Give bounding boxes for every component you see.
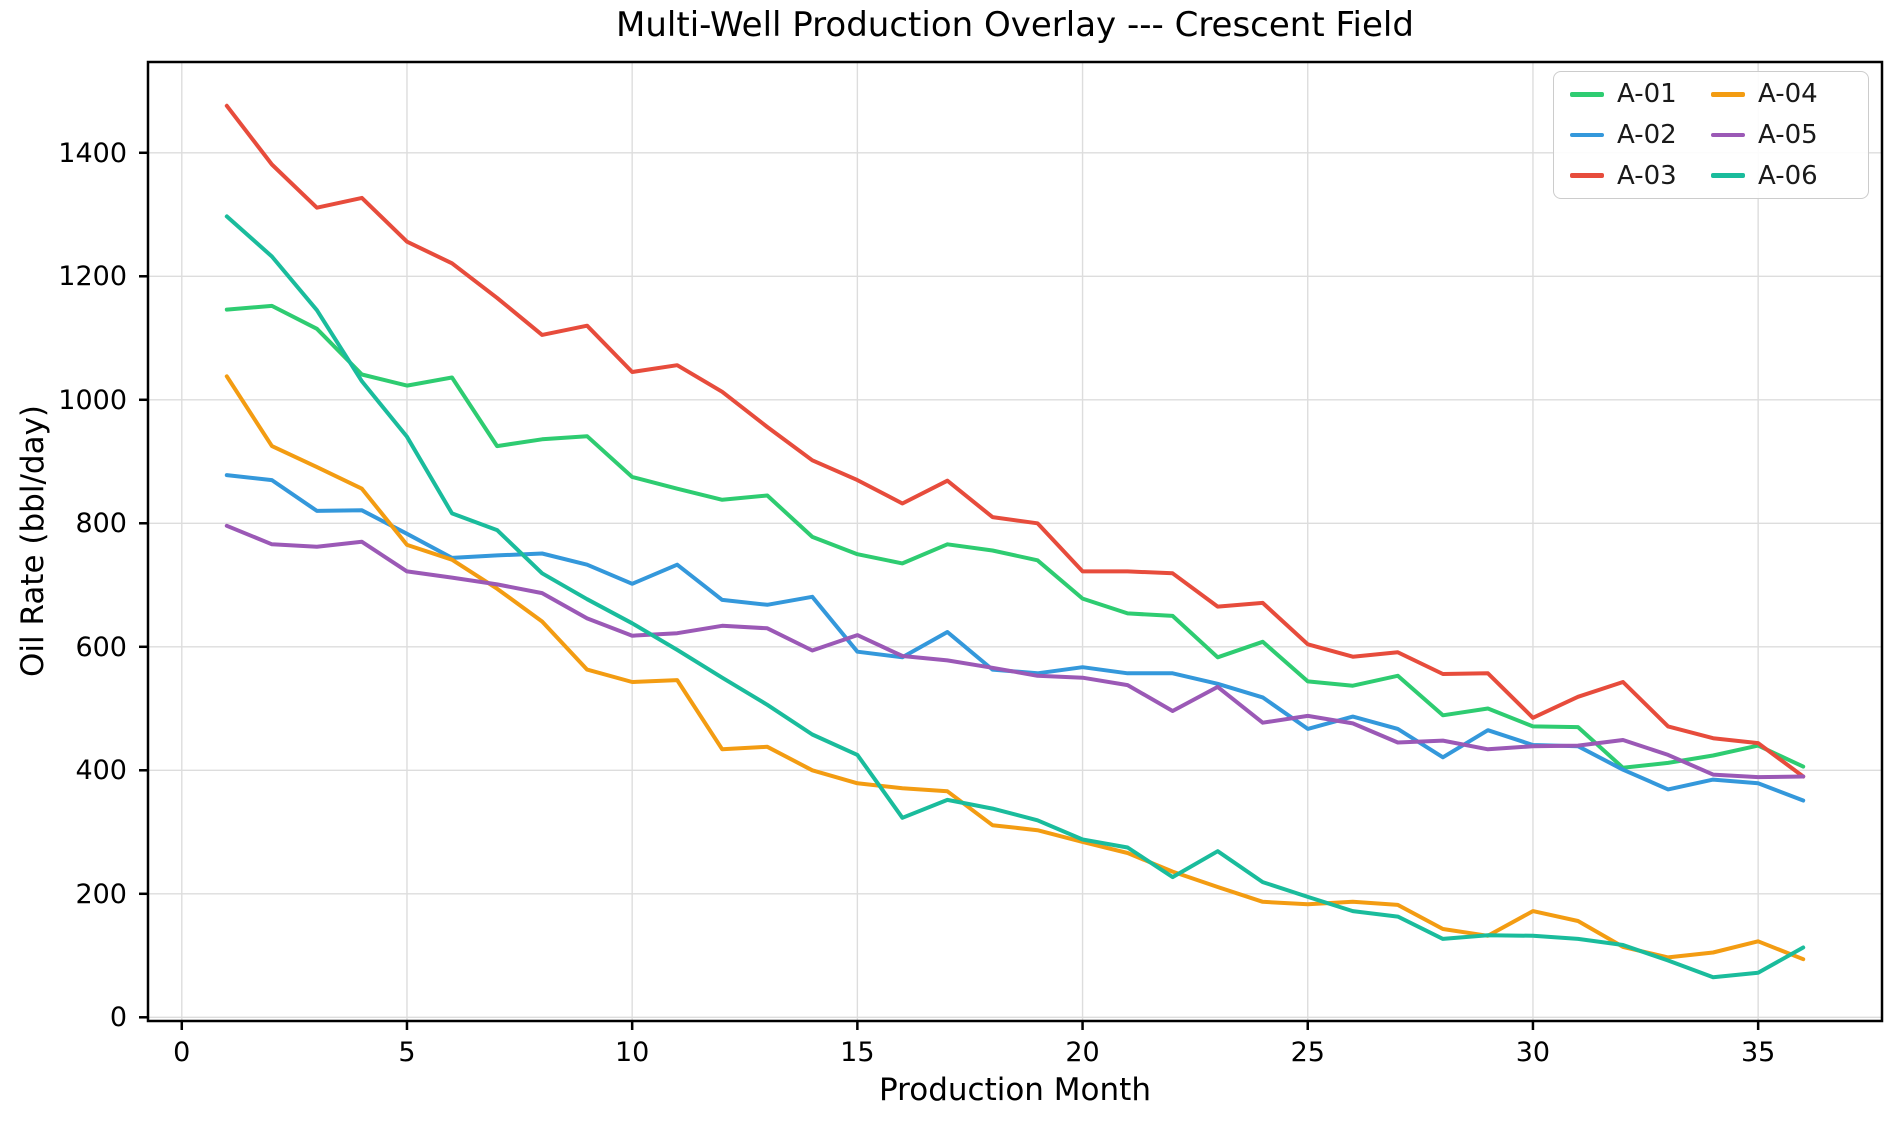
legend-item-a-01: A-01: [1570, 79, 1711, 109]
y-tick-label: 400: [75, 755, 127, 787]
plot-frame: [146, 60, 1884, 1023]
chart-title: Multi-Well Production Overlay --- Cresce…: [616, 5, 1414, 45]
legend-label: A-04: [1758, 79, 1818, 110]
x-tick-label: 10: [614, 1037, 650, 1068]
legend-label: A-05: [1758, 119, 1818, 150]
y-tick-label: 0: [109, 1002, 127, 1034]
series-line-a-04: [224, 374, 1806, 962]
x-tick-label: 20: [1065, 1037, 1100, 1068]
legend-label: A-03: [1617, 160, 1677, 191]
legend-item-a-02: A-02: [1570, 120, 1711, 150]
x-tick-label: 30: [1515, 1037, 1551, 1068]
plot-area: A-01 A-02 A-03 A-04 A-05 A-06: [139, 60, 1884, 1030]
legend-swatch-a-01: [1570, 92, 1604, 97]
y-tick-label: 800: [75, 508, 127, 540]
series-line-a-05: [224, 523, 1806, 780]
legend-label: A-02: [1617, 119, 1677, 150]
line-chart-canvas: [139, 60, 1884, 1030]
legend-item-a-05: A-05: [1711, 120, 1852, 150]
legend-swatch-a-05: [1711, 132, 1745, 138]
y-tick-label: 1200: [58, 261, 127, 293]
x-tick-label: 25: [1290, 1037, 1325, 1068]
x-tick-label: 15: [840, 1037, 875, 1068]
x-tick-label: 5: [398, 1037, 416, 1068]
series-line-a-03: [224, 103, 1806, 779]
legend-swatch-a-06: [1711, 173, 1745, 178]
legend-item-a-03: A-03: [1570, 161, 1711, 191]
legend-label: A-01: [1617, 79, 1677, 110]
legend: A-01 A-02 A-03 A-04 A-05 A-06: [1553, 71, 1869, 199]
legend-swatch-a-02: [1570, 132, 1604, 138]
legend-item-a-06: A-06: [1711, 161, 1852, 191]
series-line-a-01: [224, 303, 1806, 770]
legend-label: A-06: [1758, 160, 1818, 191]
legend-item-a-04: A-04: [1711, 79, 1852, 109]
x-tick-label: 35: [1740, 1037, 1776, 1068]
legend-swatch-a-04: [1711, 92, 1745, 97]
y-tick-label: 1400: [58, 137, 127, 169]
series-line-a-06: [224, 214, 1806, 980]
y-tick-label: 600: [75, 631, 127, 663]
y-tick-label: 200: [75, 878, 127, 910]
legend-swatch-a-03: [1570, 173, 1604, 178]
y-tick-label: 1000: [58, 384, 127, 416]
x-tick-label: 0: [173, 1037, 191, 1068]
x-axis-label: Production Month: [879, 1072, 1151, 1108]
